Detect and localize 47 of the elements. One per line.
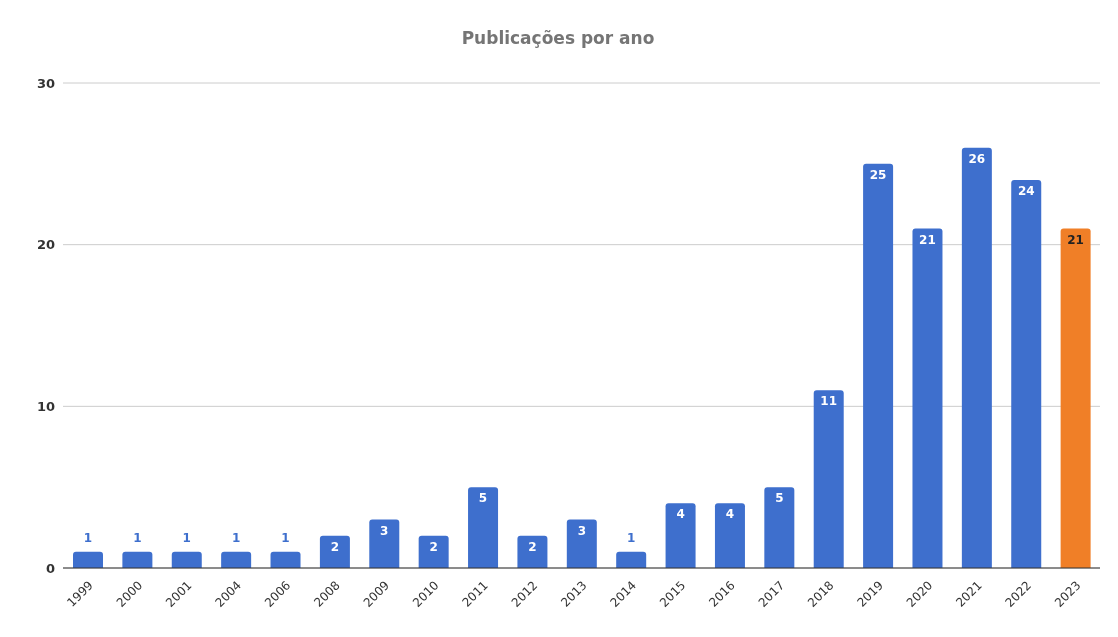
data-label: 11 — [820, 394, 838, 409]
bar — [863, 163, 894, 568]
data-label: 4 — [676, 507, 685, 522]
chart-title: Publicações por ano — [460, 27, 656, 50]
bar — [270, 551, 301, 568]
bar — [122, 551, 153, 568]
data-label: 24 — [1017, 184, 1035, 198]
bar — [418, 535, 449, 568]
data-label: 21 — [1067, 232, 1084, 247]
bar — [319, 535, 350, 568]
bar — [171, 551, 202, 568]
bar — [73, 551, 103, 568]
data-label: 3 — [380, 523, 389, 538]
bar — [1060, 228, 1091, 568]
data-label: 21 — [919, 232, 936, 247]
bar — [369, 519, 400, 568]
data-label: 4 — [725, 507, 735, 522]
data-label: 3 — [577, 523, 586, 538]
bar — [961, 147, 992, 568]
data-label: 1 — [281, 530, 290, 545]
data-label: 1 — [133, 530, 142, 545]
y-tick-label: 10 — [36, 398, 55, 414]
bar — [566, 519, 597, 568]
bar — [665, 503, 696, 568]
data-label: 2 — [528, 539, 537, 554]
data-label: 1 — [231, 530, 241, 545]
data-label: 1 — [182, 530, 191, 545]
bar — [714, 503, 745, 568]
data-label: 26 — [968, 151, 986, 166]
data-label: 2 — [330, 539, 340, 554]
bar — [221, 551, 252, 568]
bar — [616, 551, 647, 568]
data-label: 1 — [627, 530, 636, 545]
bar — [468, 487, 499, 568]
bar — [912, 228, 943, 568]
bar — [813, 390, 844, 568]
bar — [517, 535, 548, 568]
data-label: 25 — [869, 167, 887, 182]
data-label: 1 — [83, 530, 93, 545]
bar — [1011, 180, 1042, 568]
y-tick-label: 0 — [45, 560, 55, 576]
y-tick-label: 30 — [36, 75, 55, 91]
data-label: 5 — [775, 491, 784, 506]
data-label: 5 — [478, 491, 488, 506]
y-tick-label: 20 — [36, 237, 55, 253]
bar — [764, 487, 795, 568]
data-label: 2 — [429, 539, 438, 554]
